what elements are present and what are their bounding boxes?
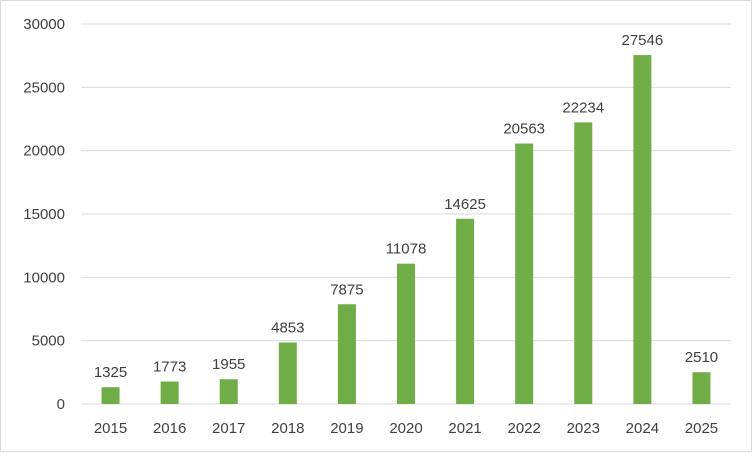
bar-2023 — [574, 122, 593, 405]
x-tick-label: 2020 — [389, 420, 422, 437]
bar-2016 — [160, 381, 179, 404]
y-tick-label: 30000 — [23, 16, 65, 33]
bar-2017 — [219, 379, 238, 404]
data-label-2023: 22234 — [562, 99, 604, 116]
bar-2022 — [515, 143, 534, 404]
x-tick-label: 2019 — [330, 420, 363, 437]
x-tick-label: 2023 — [567, 420, 600, 437]
y-tick-label: 25000 — [23, 79, 65, 96]
bar-2015 — [101, 387, 120, 404]
x-tick-label: 2024 — [626, 420, 659, 437]
y-tick-label: 20000 — [23, 143, 65, 160]
data-label-2017: 1955 — [212, 356, 245, 373]
data-labels: 1325 1773 1955 4853 7875 11078 14625 20563 22234… — [94, 32, 718, 381]
data-label-2016: 1773 — [153, 359, 186, 376]
y-tick-label: 0 — [57, 396, 65, 413]
data-label-2024: 27546 — [622, 32, 664, 49]
y-axis-ticks: 0 5000 10000 15000 20000 25000 30000 — [23, 16, 65, 413]
data-label-2022: 20563 — [503, 121, 545, 138]
x-tick-label: 2022 — [507, 420, 540, 437]
data-label-2015: 1325 — [94, 364, 127, 381]
data-label-2018: 4853 — [271, 320, 304, 337]
bar-2024 — [633, 55, 652, 405]
bar-2021 — [456, 218, 475, 404]
x-tick-label: 2016 — [153, 420, 186, 437]
x-tick-label: 2018 — [271, 420, 304, 437]
data-label-2025: 2510 — [685, 349, 718, 366]
data-label-2019: 7875 — [330, 281, 363, 298]
bar-2018 — [278, 342, 297, 404]
data-label-2020: 11078 — [386, 241, 427, 258]
bars — [101, 55, 711, 405]
x-tick-label: 2025 — [685, 420, 718, 437]
x-tick-label: 2017 — [212, 420, 245, 437]
data-label-2021: 14625 — [444, 196, 486, 213]
x-tick-label: 2015 — [94, 420, 127, 437]
bar-2025 — [692, 372, 711, 404]
bar-2019 — [337, 304, 356, 404]
y-tick-label: 5000 — [32, 333, 65, 350]
y-tick-label: 10000 — [23, 269, 65, 286]
x-axis-ticks: 2015 2016 2017 2018 2019 2020 2021 2022 2023 2024… — [94, 420, 718, 437]
y-tick-label: 15000 — [23, 206, 65, 223]
bar-2020 — [397, 263, 415, 404]
x-tick-label: 2021 — [448, 420, 481, 437]
